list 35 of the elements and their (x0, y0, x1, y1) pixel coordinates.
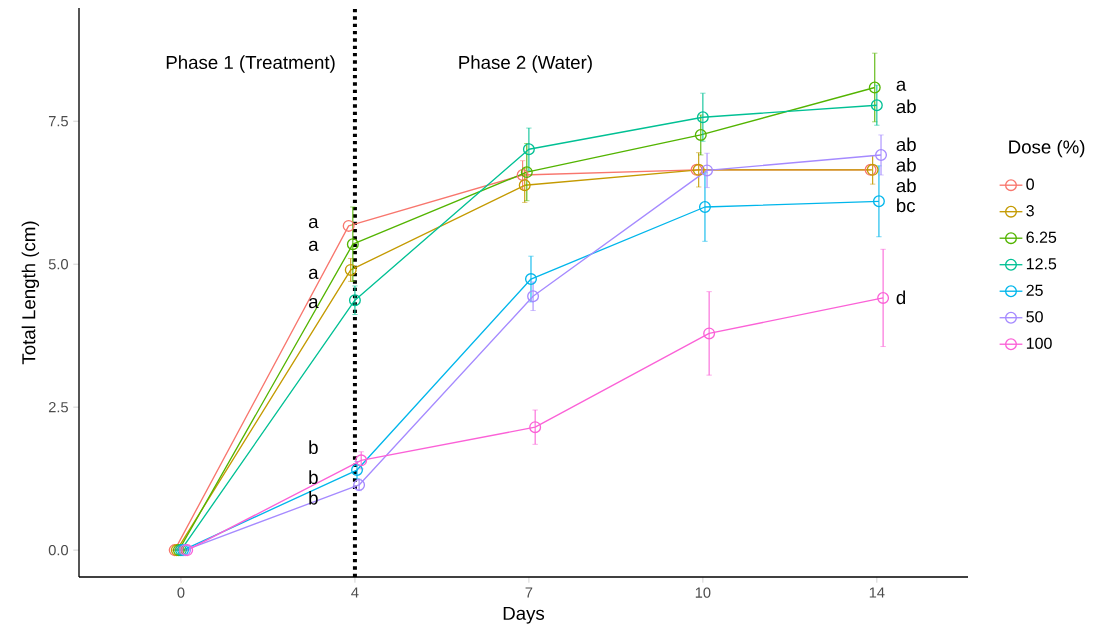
x-tick-label: 7 (525, 587, 533, 598)
annotation: a (308, 217, 319, 229)
annotation: ab (896, 99, 916, 114)
legend-label: 50 (1026, 311, 1043, 323)
annotation: a (308, 297, 319, 309)
legend-label: 6.25 (1026, 231, 1057, 243)
annotation: Phase 2 (Water) (459, 55, 592, 73)
y-tick-label: 7.5 (48, 116, 68, 127)
y-tick-label: 5.0 (48, 259, 69, 270)
annotation: b (309, 490, 318, 505)
x-axis-title: Days (503, 606, 545, 624)
x-tick-label: 10 (695, 587, 711, 598)
annotation: ab (896, 137, 916, 152)
annotation: a (308, 240, 319, 252)
annotation: Phase 1 (Treatment) (166, 55, 335, 73)
annotation: b (309, 470, 318, 485)
annotation: a (896, 80, 907, 91)
legend-title: Dose (%) (1009, 139, 1085, 158)
annotation: d (896, 290, 906, 305)
x-tick-label: 4 (351, 587, 359, 598)
annotation: ab (896, 158, 916, 172)
annotation: ab (896, 178, 916, 193)
x-tick-label: 14 (869, 587, 885, 598)
y-axis-title: Total Length (cm) (21, 221, 40, 365)
annotation: b (309, 440, 318, 455)
annotation: a (308, 268, 319, 280)
x-tick-label: 0 (177, 587, 185, 598)
legend-label: 0 (1026, 178, 1034, 190)
legend-label: 25 (1026, 284, 1043, 296)
legend-label: 12.5 (1026, 258, 1057, 270)
legend-label: 100 (1026, 337, 1052, 349)
y-tick-label: 0.0 (48, 544, 69, 556)
legend-label: 3 (1026, 205, 1034, 217)
y-tick-label: 2.5 (48, 401, 68, 413)
annotation: bc (897, 198, 916, 213)
